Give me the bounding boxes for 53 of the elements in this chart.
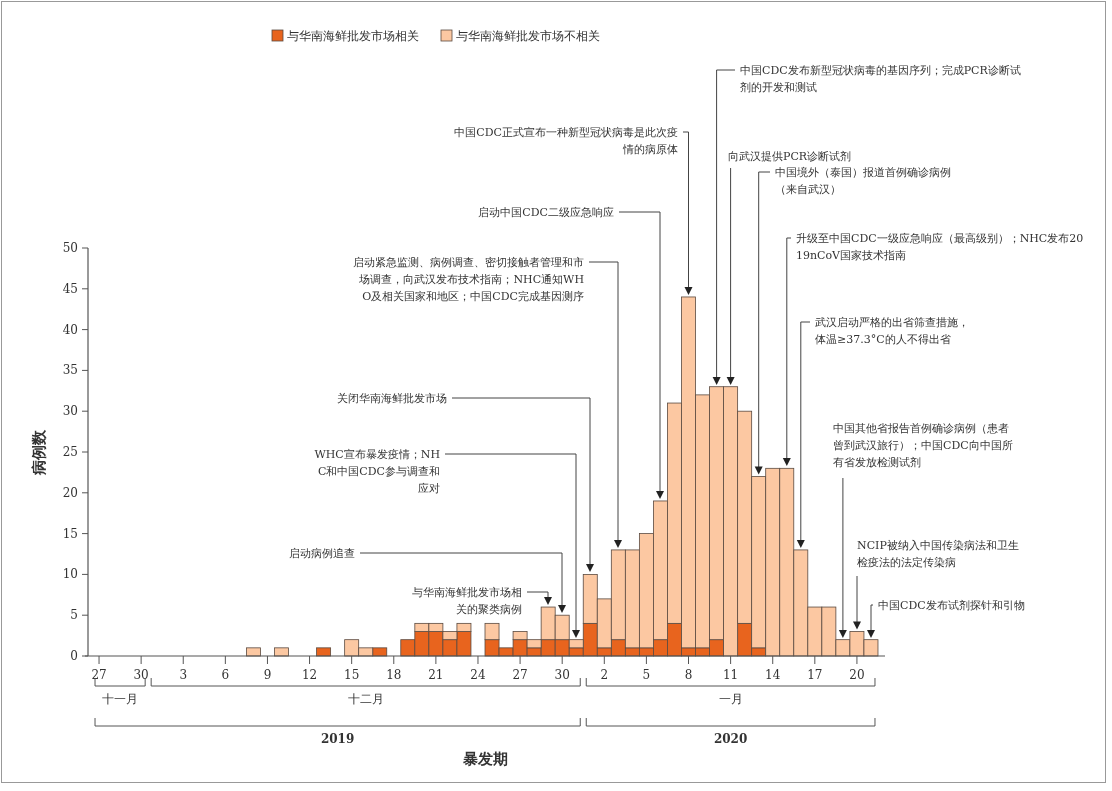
x-tick-label: 17: [807, 668, 823, 682]
legend-label: 与华南海鲜批发市场不相关: [456, 29, 600, 43]
x-tick-label: 21: [428, 668, 444, 682]
y-tick-label: 20: [62, 485, 78, 500]
text: 2020: [713, 732, 748, 746]
x-tick-label: 15: [344, 668, 360, 682]
x-axis-title: 暴发期: [461, 750, 508, 768]
x-tick-label: 20: [849, 668, 865, 682]
bar: [274, 647, 289, 657]
x-tick-label: 18: [386, 668, 402, 682]
annotation: NCIP被纳入中国传染病法和卫生检疫法的法定传染病: [857, 539, 1019, 569]
y-tick-label: 35: [62, 363, 78, 378]
x-tick-label: 12: [301, 668, 318, 682]
x-tick-label: 24: [470, 668, 486, 682]
annotation: 关闭华南海鲜批发市场: [337, 392, 447, 405]
x-tick-label: 27: [512, 668, 528, 682]
text: 一月: [718, 692, 743, 706]
annotation: WHC宣布暴发疫情；NHC和中国CDC参与调查和应对: [314, 448, 440, 495]
y-tick-label: 50: [62, 241, 78, 255]
y-tick-label: 30: [62, 404, 78, 419]
x-tick-label: 27: [91, 668, 107, 682]
y-tick-label: 0: [70, 649, 78, 663]
x-tick-label: 8: [684, 668, 693, 682]
annotation: 启动病例追查: [289, 547, 355, 560]
annotation: 武汉启动严格的出省筛查措施，体温≥37.3°C的人不得出省: [815, 316, 969, 346]
text: 启动中国CDC二级应急响应: [478, 206, 614, 219]
legend-label: 与华南海鲜批发市场相关: [287, 29, 419, 43]
annotation: 启动紧急监测、病例调查、密切接触者管理和市场调查，向武汉发布技术指南；NHC通知WHO及相关国家和地区；中国CDC完成基因测序: [353, 256, 584, 303]
y-tick-label: 45: [62, 281, 78, 296]
annotation: 中国CDC发布试剂探针和引物: [878, 599, 1025, 612]
y-tick-label: 10: [62, 567, 78, 582]
x-tick-label: 3: [179, 668, 188, 682]
bar: [246, 647, 261, 657]
annotation: 升级至中国CDC一级应急响应（最高级别）；NHC发布2019nCoV国家技术指南: [796, 232, 1084, 262]
x-tick-label: 30: [554, 668, 570, 682]
x-tick-label: 6: [221, 668, 230, 682]
text: 2019: [320, 732, 355, 746]
y-axis-title: 病例数: [30, 428, 48, 476]
y-tick-label: 15: [62, 526, 78, 541]
x-tick-label: 9: [263, 668, 272, 682]
x-tick-label: 30: [133, 668, 149, 682]
text: 十二月: [347, 692, 384, 706]
bar: [316, 647, 332, 657]
x-tick-label: 2: [600, 668, 609, 682]
x-tick-label: 14: [765, 668, 781, 682]
annotation: 与华南海鲜批发市场相关的聚类病例: [412, 586, 522, 616]
annotation: 中国其他省报告首例确诊病例（患者曾到武汉旅行）；中国CDC向中国所有省发放检测试剂: [833, 422, 1013, 469]
y-tick-label: 40: [62, 322, 78, 337]
text: 十一月: [102, 692, 139, 706]
y-tick-label: 25: [62, 445, 78, 459]
y-tick-label: 5: [70, 608, 78, 623]
x-tick-label: 11: [722, 668, 739, 682]
x-tick-label: 5: [642, 668, 651, 682]
